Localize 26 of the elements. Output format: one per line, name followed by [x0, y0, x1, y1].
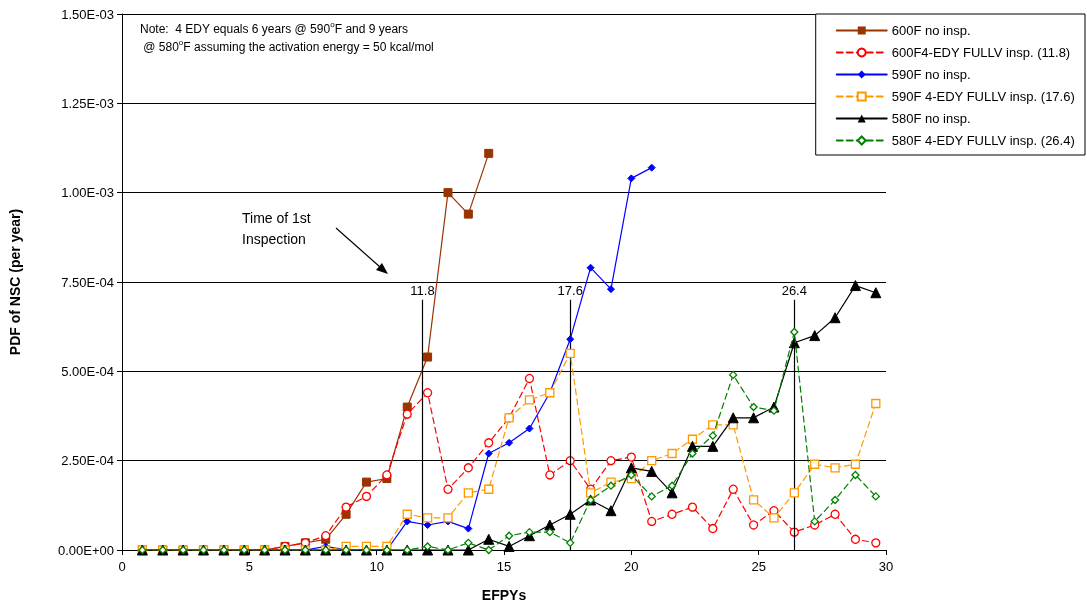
legend-label: 590F 4-EDY FULLV insp. (17.6) — [891, 89, 1075, 104]
x-axis-title: EFPYs — [481, 587, 527, 603]
ref-line-label: 17.6 — [557, 282, 583, 298]
legend-label: 590F no insp. — [891, 67, 971, 82]
x-tick-label: 25 — [751, 559, 766, 574]
y-tick-label: 7.50E-04 — [61, 274, 114, 290]
x-tick-label: 15 — [496, 559, 512, 574]
legend-label: 580F 4-EDY FULLV insp. (26.4) — [891, 133, 1075, 148]
legend-label: 600F no insp. — [891, 23, 971, 38]
annotation: Time of 1st Inspection — [242, 209, 311, 247]
y-tick-label: 0.00E+00 — [57, 542, 114, 558]
x-tick-label: 10 — [369, 559, 384, 574]
y-tick-label: 1.50E-03 — [61, 6, 114, 22]
y-axis-title: PDF of NSC (per year) — [7, 208, 23, 356]
legend-label: 600F4-EDY FULLV insp. (11.8) — [891, 45, 1071, 60]
x-tick-label: 30 — [878, 559, 894, 574]
ref-line-label: 11.8 — [410, 282, 435, 298]
x-tick-label: 0 — [118, 559, 126, 574]
legend-label: 580F no insp. — [891, 111, 971, 126]
y-tick-label: 1.25E-03 — [61, 95, 114, 111]
y-tick-label: 5.00E-04 — [61, 363, 114, 379]
ref-line-label: 26.4 — [781, 282, 807, 298]
x-tick-label: 5 — [245, 559, 253, 574]
x-tick-label: 20 — [624, 559, 639, 574]
y-tick-label: 1.00E-03 — [61, 185, 114, 201]
y-tick-label: 2.50E-04 — [61, 453, 114, 469]
